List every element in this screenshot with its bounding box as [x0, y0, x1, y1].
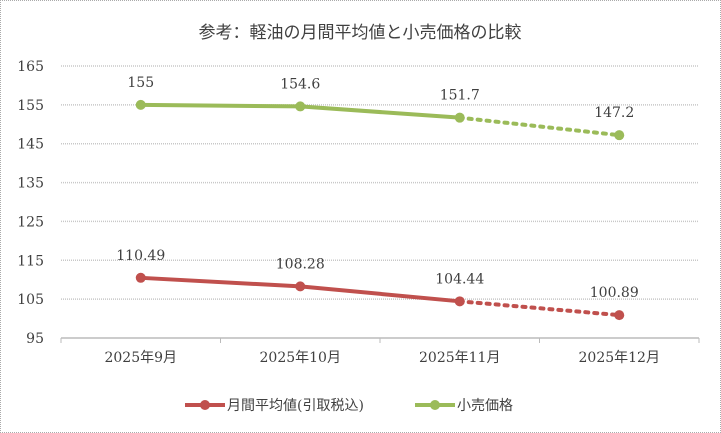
legend-marker [430, 400, 440, 410]
y-tick-label: 135 [17, 176, 44, 192]
legend-label: 小売価格 [457, 398, 513, 414]
data-label: 104.44 [435, 271, 484, 287]
x-tick-label: 2025年12月 [579, 350, 660, 366]
data-point [614, 310, 625, 321]
legend-item: 月間平均値(引取税込) [185, 398, 364, 414]
y-tick-label: 105 [17, 292, 44, 308]
data-label: 110.49 [116, 248, 165, 264]
y-tick-label: 115 [17, 253, 44, 269]
series-line-forecast [457, 115, 622, 138]
data-point [135, 99, 146, 110]
legend-item: 小売価格 [415, 398, 513, 414]
data-point [295, 101, 306, 112]
y-tick-label: 125 [17, 214, 44, 230]
series-line-forecast [457, 299, 622, 318]
y-tick-label: 165 [17, 59, 44, 75]
x-tick-label: 2025年11月 [419, 350, 500, 366]
x-tick-label: 2025年9月 [104, 350, 177, 366]
data-point [614, 130, 625, 141]
data-point [135, 272, 146, 283]
legend-marker [200, 400, 210, 410]
legend-label: 月間平均値(引取税込) [227, 398, 364, 414]
data-label: 108.28 [276, 256, 325, 272]
data-point [454, 296, 465, 307]
data-label: 100.89 [590, 285, 639, 301]
data-point [295, 281, 306, 292]
x-tick-label: 2025年10月 [260, 350, 341, 366]
data-label: 155 [127, 75, 154, 91]
data-label: 154.6 [280, 76, 320, 92]
y-tick-label: 155 [17, 98, 44, 114]
chart-title: 参考：軽油の月間平均値と小売価格の比較 [199, 23, 522, 43]
data-point [454, 112, 465, 123]
data-label: 151.7 [440, 88, 480, 104]
y-tick-label: 95 [26, 331, 44, 347]
y-tick-label: 145 [17, 137, 44, 153]
data-label: 147.2 [594, 105, 634, 121]
